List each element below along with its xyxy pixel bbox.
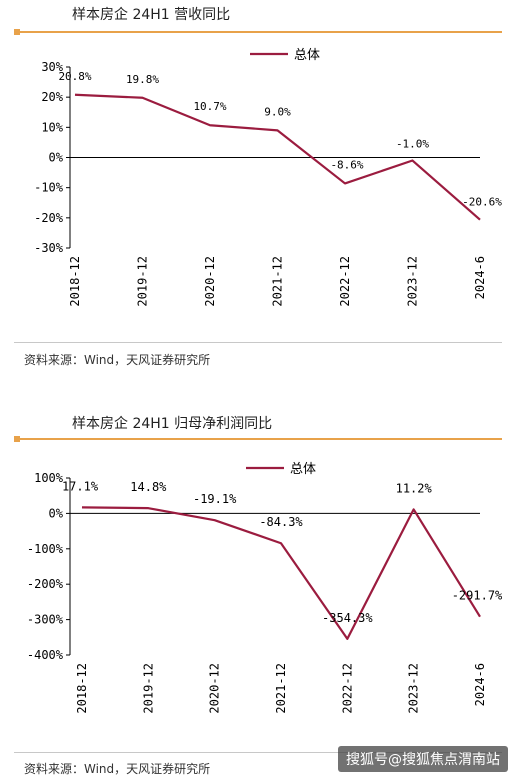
x-tick-label: 2020-12 [203,256,217,307]
x-tick-label: 2019-12 [141,663,155,714]
x-tick-label: 2021-12 [274,663,288,714]
data-label: -8.6% [330,158,363,171]
data-label: 9.0% [264,105,291,118]
source-rule [14,752,502,753]
source-rule [14,342,502,343]
title-rule-marker [14,29,20,35]
x-tick-label: 2018-12 [68,256,82,307]
source-note: 资料来源：Wind，天风证券研究所 [24,353,211,367]
y-tick-label: -20% [34,211,64,225]
x-tick-label: 2020-12 [208,663,222,714]
line-chart: 30% 20% 10% 0% -10% -20% -30% 2018-12 2019-12 202… [34,48,502,307]
y-tick-label: -30% [34,241,64,255]
x-tick-label: 2021-12 [271,256,285,307]
y-tick-label: -200% [27,577,64,591]
y-tick-label: -10% [34,181,64,195]
y-tick-label: 100% [34,471,64,485]
x-tick-label: 2022-12 [338,256,352,307]
x-tick-label: 2024-6 [473,256,487,299]
x-tick-label: 2022-12 [340,663,354,714]
data-label: -19.1% [193,492,237,506]
y-tick-label: -300% [27,613,64,627]
x-tick-label: 2018-12 [75,663,89,714]
data-label: 14.8% [130,480,167,494]
data-label: 10.7% [193,100,226,113]
legend-label: 总体 [290,462,316,477]
title-rule [14,31,502,33]
y-tick-label: -400% [27,648,64,662]
y-tick-label: 0% [49,151,64,165]
chart-title: 样本房企 24H1 归母净利润同比 [72,416,273,432]
source-note: 资料来源：Wind，天风证券研究所 [24,762,211,776]
watermark: 搜狐号@搜狐焦点渭南站 [338,746,508,772]
line-chart: 100% 0% -100% -200% -300% -400% 2018-12 2019-12… [27,462,503,714]
x-tick-label: 2023-12 [406,256,420,307]
y-tick-label: 30% [41,60,63,74]
title-rule [14,438,502,440]
data-label: 11.2% [396,481,433,495]
y-tick-label: 20% [41,90,63,104]
chart-title: 样本房企 24H1 营收同比 [72,7,231,23]
data-label: 19.8% [126,73,159,86]
data-label: 20.8% [58,70,91,83]
x-tick-label: 2023-12 [407,663,421,714]
y-tick-label: -100% [27,542,64,556]
x-tick-label: 2019-12 [136,256,150,307]
data-label: -20.6% [462,196,502,209]
data-label: 17.1% [62,479,99,493]
legend-label: 总体 [294,48,320,63]
data-label: -291.7% [452,589,503,603]
data-label: -1.0% [396,138,429,151]
title-rule-marker [14,436,20,442]
y-tick-label: 10% [41,120,63,134]
data-label: -84.3% [259,515,303,529]
x-tick-label: 2024-6 [473,663,487,706]
data-label: -354.3% [322,611,373,625]
y-tick-label: 0% [49,506,64,520]
